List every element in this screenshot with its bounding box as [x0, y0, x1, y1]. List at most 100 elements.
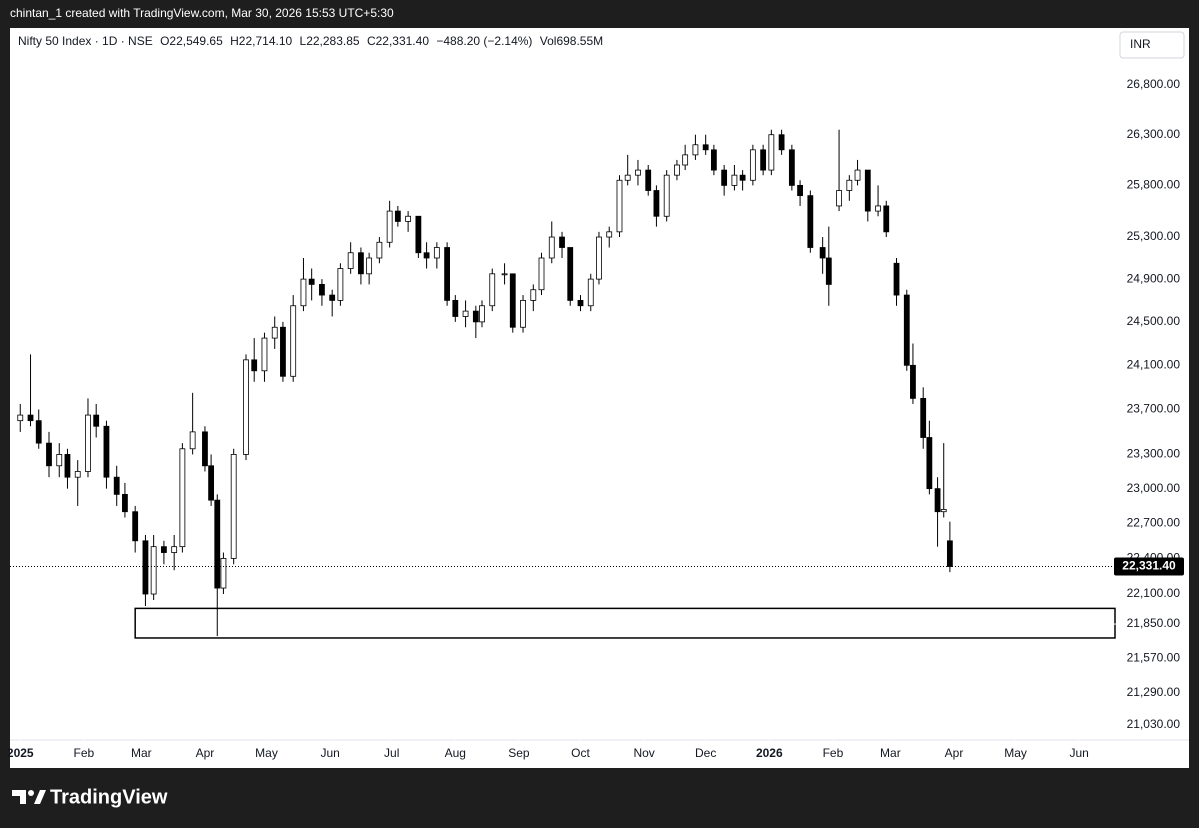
- candle-body: [596, 236, 602, 280]
- x-tick-label: Mar: [131, 746, 152, 760]
- candle-body: [280, 326, 286, 377]
- candle-body: [788, 149, 795, 186]
- header: chintan_1 created with TradingView.com, …: [10, 6, 394, 20]
- candle-body: [778, 134, 785, 151]
- candle-body: [653, 190, 660, 217]
- candle-body: [520, 300, 526, 328]
- x-tick-label: Nov: [633, 746, 654, 760]
- candle-body: [415, 215, 422, 254]
- y-tick-label: 21,030.00: [1127, 717, 1181, 731]
- candle-body: [220, 558, 227, 589]
- x-tick-label: Jul: [384, 746, 399, 760]
- candle-body: [682, 154, 689, 166]
- candle-body: [347, 252, 354, 269]
- x-tick-label: Mar: [880, 746, 901, 760]
- candle-body: [530, 289, 537, 301]
- currency[interactable]: INR: [1130, 37, 1151, 51]
- brand: TradingView: [50, 786, 168, 808]
- candle-body: [208, 465, 215, 501]
- candle-body: [663, 174, 670, 217]
- candle-body: [548, 236, 555, 259]
- candle-body: [251, 359, 258, 372]
- candle-body: [934, 488, 941, 513]
- x-tick-label: Apr: [945, 746, 964, 760]
- candle-body: [214, 499, 221, 589]
- candle-body: [883, 205, 890, 233]
- candle-body: [819, 247, 826, 259]
- candle-body: [189, 431, 196, 450]
- price-zone: [134, 607, 1116, 639]
- candle-body: [893, 262, 900, 296]
- candle-body: [337, 268, 344, 301]
- candle-body: [376, 241, 383, 259]
- currency-box[interactable]: [1119, 31, 1185, 59]
- candle-body: [489, 273, 496, 307]
- logo-dot: [28, 790, 34, 796]
- y-tick-label: 26,300.00: [1127, 127, 1181, 141]
- candle-body: [645, 169, 652, 191]
- candle-body: [202, 431, 208, 467]
- candle-body: [405, 215, 412, 222]
- candle-body: [797, 184, 803, 197]
- y-tick-label: 23,700.00: [1127, 402, 1181, 416]
- brand-logo: [12, 790, 46, 804]
- candle-body: [271, 326, 278, 339]
- candle-body: [479, 305, 485, 323]
- legend-change: −488.20 (−2.14%): [436, 34, 532, 48]
- candle-body: [17, 414, 24, 422]
- x-tick-label: Oct: [571, 746, 590, 760]
- candle-body: [692, 144, 699, 156]
- candle-body: [807, 195, 814, 248]
- y-tick-label: 26,800.00: [1127, 77, 1181, 91]
- candle-body: [366, 257, 373, 275]
- candle-body: [56, 454, 63, 467]
- legend-volume: Vol698.55M: [540, 34, 603, 48]
- candle-body: [300, 278, 307, 307]
- candle-body: [358, 252, 364, 275]
- candle-body: [749, 149, 756, 181]
- legend-close: C22,331.40: [367, 34, 429, 48]
- x-tick-label: Feb: [74, 746, 95, 760]
- candle-body: [903, 294, 910, 366]
- y-tick-label: 25,300.00: [1127, 229, 1181, 243]
- x-tick-label: Jun: [320, 746, 339, 760]
- candle-body: [721, 169, 728, 186]
- x-tick-label: May: [255, 746, 278, 760]
- y-tick-label: 22,700.00: [1127, 515, 1181, 529]
- candle-body: [635, 169, 641, 176]
- candle-body: [864, 169, 871, 212]
- chart-area: [10, 28, 1189, 768]
- candle-body: [926, 437, 933, 490]
- legend: Nifty 50 Index · 1D · NSE O22,549.65 H22…: [18, 34, 603, 48]
- candle-body: [93, 414, 100, 427]
- x-tick-label: May: [1004, 746, 1027, 760]
- candle-body: [452, 300, 459, 317]
- candle-body: [64, 454, 71, 478]
- y-tick-label: 22,100.00: [1127, 586, 1181, 600]
- candle-body: [501, 273, 508, 276]
- candle-body: [46, 442, 52, 467]
- candle-body: [103, 425, 110, 478]
- candle-body: [444, 247, 451, 301]
- candle-body: [394, 210, 401, 222]
- candle-body: [261, 337, 268, 372]
- candle-body: [768, 134, 775, 171]
- candle-body: [940, 509, 947, 513]
- candle-body: [171, 546, 178, 553]
- candle-body: [243, 359, 249, 455]
- candle-body: [624, 174, 631, 181]
- x-tick-label: 2026: [756, 746, 783, 760]
- candle-body: [142, 540, 149, 595]
- last-price-label: 22,331.40: [1122, 559, 1176, 573]
- candle-body: [122, 493, 128, 513]
- candle-body: [472, 310, 479, 323]
- candle-body: [825, 257, 832, 285]
- candle-body: [462, 310, 469, 317]
- y-tick-label: 21,850.00: [1127, 616, 1181, 630]
- candle-body: [674, 164, 680, 176]
- y-tick-label: 21,290.00: [1127, 685, 1181, 699]
- candle-body: [846, 179, 853, 191]
- x-tick-label: 2025: [7, 746, 34, 760]
- legend-low: L22,283.85: [300, 34, 360, 48]
